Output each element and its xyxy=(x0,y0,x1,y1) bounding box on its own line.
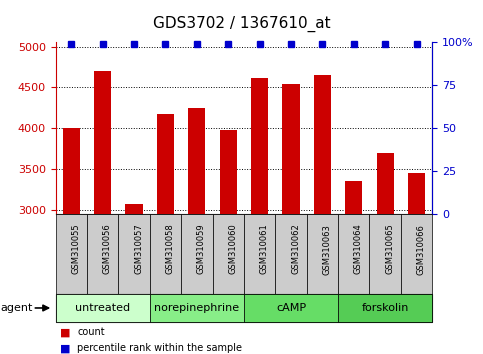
Text: ■: ■ xyxy=(60,343,71,353)
Bar xyxy=(118,214,150,294)
Bar xyxy=(220,130,237,354)
Text: agent: agent xyxy=(0,303,32,313)
Text: ■: ■ xyxy=(60,327,71,337)
Bar xyxy=(275,214,307,294)
Text: GSM310066: GSM310066 xyxy=(416,224,426,275)
Text: untreated: untreated xyxy=(75,303,130,313)
Text: GSM310060: GSM310060 xyxy=(228,224,237,274)
Text: norepinephrine: norepinephrine xyxy=(154,303,240,313)
Text: GSM310061: GSM310061 xyxy=(260,224,269,274)
Text: GSM310056: GSM310056 xyxy=(103,224,112,274)
Bar xyxy=(56,214,87,294)
Bar xyxy=(181,214,213,294)
Text: count: count xyxy=(77,327,105,337)
Bar xyxy=(213,214,244,294)
Text: GSM310057: GSM310057 xyxy=(134,224,143,274)
Bar xyxy=(244,214,275,294)
Text: GSM310063: GSM310063 xyxy=(323,224,331,275)
Bar xyxy=(56,294,150,322)
Bar xyxy=(345,181,362,354)
Bar xyxy=(369,214,401,294)
Bar xyxy=(94,71,111,354)
Text: GSM310055: GSM310055 xyxy=(71,224,80,274)
Bar xyxy=(157,114,174,354)
Text: forskolin: forskolin xyxy=(361,303,409,313)
Bar xyxy=(150,294,244,322)
Text: GSM310058: GSM310058 xyxy=(165,224,174,274)
Bar xyxy=(150,214,181,294)
Bar xyxy=(307,214,338,294)
Bar xyxy=(338,294,432,322)
Bar xyxy=(87,214,118,294)
Text: percentile rank within the sample: percentile rank within the sample xyxy=(77,343,242,353)
Bar xyxy=(338,214,369,294)
Bar xyxy=(314,75,331,354)
Bar xyxy=(126,204,142,354)
Text: cAMP: cAMP xyxy=(276,303,306,313)
Text: GSM310064: GSM310064 xyxy=(354,224,363,274)
Bar xyxy=(377,153,394,354)
Text: GSM310062: GSM310062 xyxy=(291,224,300,274)
Bar xyxy=(63,128,80,354)
Bar xyxy=(408,173,425,354)
Bar xyxy=(251,79,268,354)
Bar xyxy=(244,294,338,322)
Bar xyxy=(401,214,432,294)
Bar xyxy=(283,84,299,354)
Bar xyxy=(188,108,205,354)
Text: GSM310059: GSM310059 xyxy=(197,224,206,274)
Text: GDS3702 / 1367610_at: GDS3702 / 1367610_at xyxy=(153,16,330,32)
Text: GSM310065: GSM310065 xyxy=(385,224,394,274)
